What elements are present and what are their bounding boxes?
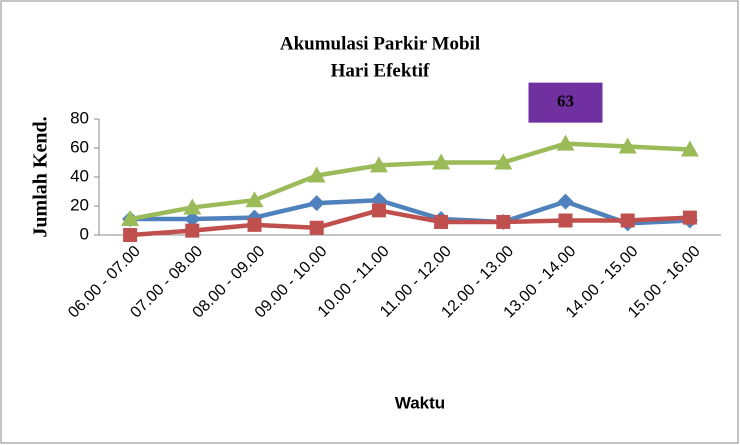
marker [123, 228, 138, 242]
data-label-box [528, 82, 603, 123]
marker [371, 203, 386, 218]
marker [680, 140, 699, 157]
marker [307, 166, 326, 183]
marker [557, 193, 574, 210]
marker [309, 220, 324, 235]
marker [184, 211, 201, 228]
data-label: 63 [557, 92, 574, 111]
chart-subtitle: Hari Efektif [331, 60, 430, 81]
y-tick-label: 0 [80, 224, 89, 243]
y-tick-label: 20 [70, 195, 89, 214]
marker [496, 214, 511, 229]
marker [247, 217, 262, 232]
x-axis-label: Waktu [395, 393, 445, 412]
marker [183, 198, 202, 215]
marker [121, 210, 140, 227]
marker [620, 213, 635, 228]
marker [556, 134, 575, 151]
y-tick-label: 80 [70, 108, 89, 127]
marker [618, 137, 637, 154]
marker [558, 213, 573, 228]
marker [432, 153, 451, 170]
marker [245, 191, 264, 208]
marker [434, 214, 449, 229]
y-tick-label: 60 [70, 137, 89, 156]
y-tick-label: 40 [70, 166, 89, 185]
series-line [129, 208, 691, 238]
y-axis-label: Jumlah Kend. [30, 116, 52, 237]
marker [682, 210, 697, 225]
chart-title: Akumulasi Parkir Mobil [280, 33, 480, 54]
marker [308, 195, 325, 212]
series-line [130, 197, 691, 226]
marker [494, 153, 513, 170]
marker [369, 156, 388, 173]
marker [185, 223, 200, 238]
series-line [129, 141, 691, 222]
